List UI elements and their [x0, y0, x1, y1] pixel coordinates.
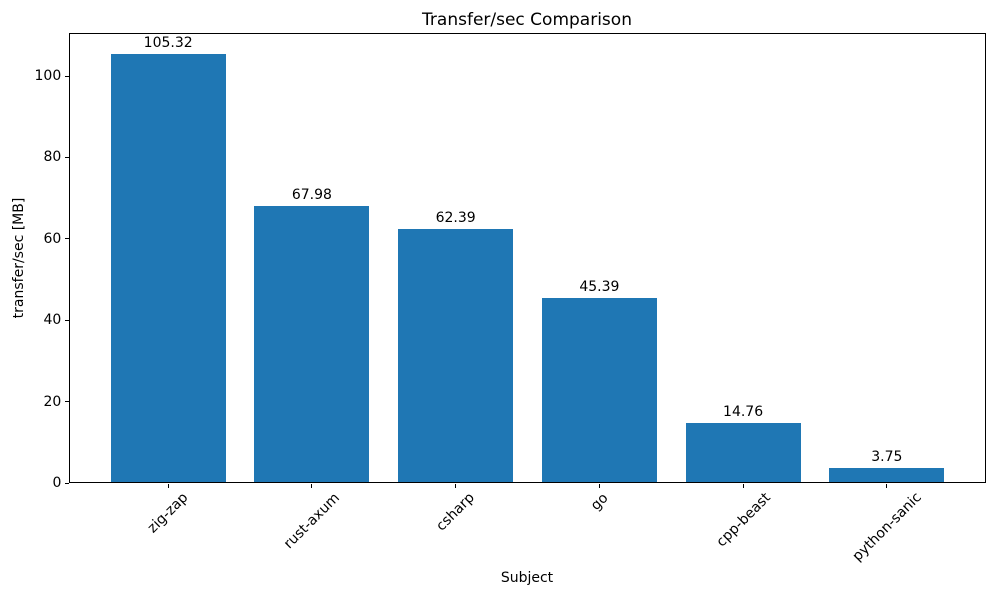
x-tick-mark	[598, 484, 600, 488]
y-tick-mark	[65, 482, 69, 484]
bar-zig-zap	[110, 54, 226, 482]
y-tick-label: 40	[43, 312, 62, 329]
x-tick-mark	[311, 484, 313, 488]
x-tick-label-csharp: csharp	[433, 489, 478, 535]
x-tick-label-zig-zap: zig-zap	[144, 489, 192, 537]
x-tick-label-cpp-beast: cpp-beast	[713, 489, 774, 551]
y-tick-label: 60	[43, 230, 62, 247]
bar-value-label: 105.32	[143, 35, 193, 52]
y-tick-mark	[65, 75, 69, 77]
y-tick-mark	[65, 319, 69, 321]
y-tick-mark	[65, 238, 69, 240]
y-tick-label: 100	[34, 68, 62, 85]
bar-csharp	[398, 229, 514, 482]
bar-value-label: 62.39	[435, 210, 476, 227]
bar-value-label: 45.39	[579, 279, 620, 296]
y-tick-mark	[65, 401, 69, 403]
x-tick-mark	[742, 484, 744, 488]
y-tick-label: 0	[52, 475, 62, 491]
bar-value-label: 67.98	[291, 187, 332, 204]
bar-rust-axum	[254, 206, 370, 482]
bar-python-sanic	[829, 467, 945, 482]
bar-value-label: 3.75	[871, 448, 903, 465]
bar-go	[541, 298, 657, 482]
bar-value-label: 14.76	[723, 403, 764, 420]
y-tick-label: 20	[43, 393, 62, 410]
y-axis-label: transfer/sec [MB]	[11, 197, 27, 319]
x-tick-label-go: go	[587, 489, 612, 514]
x-axis-label: Subject	[500, 570, 554, 586]
y-tick-label: 80	[43, 149, 62, 166]
y-tick-mark	[65, 156, 69, 158]
chart-title: Transfer/sec Comparison	[422, 10, 632, 30]
bar-cpp-beast	[685, 422, 801, 482]
x-tick-mark	[167, 484, 169, 488]
x-tick-label-python-sanic: python-sanic	[849, 489, 925, 566]
x-tick-label-rust-axum: rust-axum	[280, 490, 343, 553]
x-tick-mark	[886, 484, 888, 488]
x-tick-mark	[455, 484, 457, 488]
